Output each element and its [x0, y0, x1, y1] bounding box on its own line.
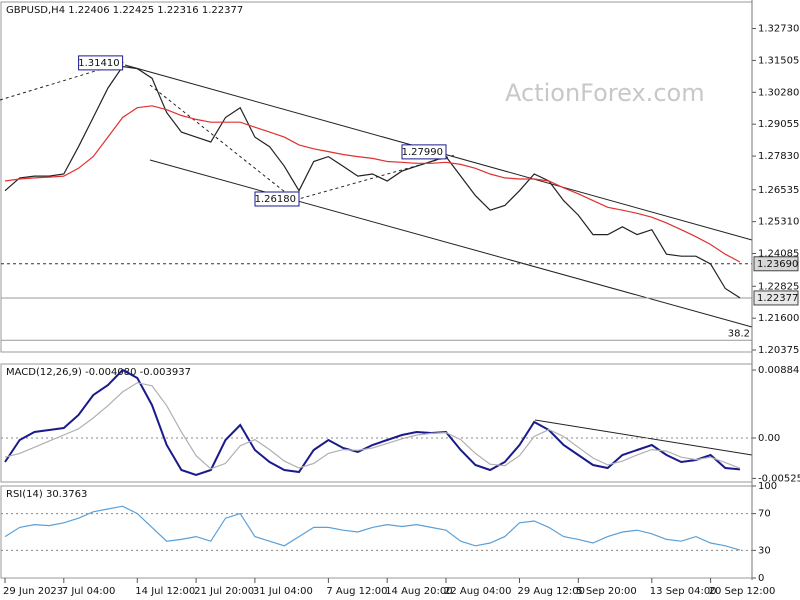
level-label: 38.2	[728, 328, 750, 339]
annotation-box	[78, 55, 124, 71]
y-tick-label: 1.20375	[758, 345, 799, 356]
x-tick-label: 29 Aug 12:00	[518, 586, 585, 597]
y-tick-label: 1.29055	[758, 119, 799, 130]
x-tick-label: 22 Aug 04:00	[444, 586, 511, 597]
annotation-label: 1.26180	[255, 194, 296, 205]
y-tick-label: 100	[758, 481, 777, 492]
x-tick-label: 20 Sep 12:00	[709, 586, 776, 597]
channel-line	[149, 159, 753, 328]
y-tick-label: 0	[758, 573, 764, 584]
y-tick-label: 30	[758, 545, 771, 556]
panel-title: RSI(14) 30.3763	[6, 489, 87, 500]
annotation-label: 1.27990	[402, 147, 443, 158]
y-tick-label: 0.00	[758, 433, 780, 444]
annotation-label: 1.31410	[78, 58, 119, 69]
series-line	[4, 505, 741, 551]
price-tag	[753, 290, 799, 306]
annotation-box	[401, 144, 447, 160]
y-tick-label: 0.008846	[758, 365, 800, 376]
x-tick-label: 7 Aug 12:00	[326, 586, 387, 597]
x-tick-label: 31 Jul 04:00	[253, 586, 313, 597]
series-line	[4, 382, 741, 470]
panel-title: GBPUSD,H4 1.22406 1.22425 1.22316 1.2237…	[6, 5, 243, 16]
y-tick-label: 1.25310	[758, 217, 799, 228]
y-tick-label: 1.27830	[758, 151, 799, 162]
y-tick-label: 1.22825	[758, 281, 799, 292]
macd-trend-line	[534, 419, 753, 456]
y-tick-label: 1.30280	[758, 87, 799, 98]
y-tick-label: 1.32730	[758, 24, 799, 35]
rsi-panel	[0, 485, 753, 579]
price-tag	[753, 256, 799, 272]
x-tick-label: 14 Jul 12:00	[135, 586, 195, 597]
y-tick-label: 1.31505	[758, 55, 799, 66]
macd-panel	[0, 363, 753, 483]
price-tag-label: 1.23690	[757, 259, 798, 270]
x-tick-label: 5 Sep 20:00	[576, 586, 636, 597]
x-tick-label: 14 Aug 20:00	[385, 586, 452, 597]
y-tick-label: 1.26535	[758, 185, 799, 196]
annotation-box	[254, 191, 300, 207]
y-tick-label: 1.21600	[758, 313, 799, 324]
x-tick-label: 21 Jul 20:00	[194, 586, 254, 597]
y-tick-label: -0.005252	[758, 473, 800, 484]
x-tick-label: 13 Sep 04:00	[650, 586, 717, 597]
y-tick-label: 70	[758, 509, 771, 520]
y-tick-label: 1.24085	[758, 249, 799, 260]
series-line	[4, 368, 741, 477]
price-tag-label: 1.22377	[757, 293, 798, 304]
series-line	[4, 105, 741, 263]
panel-title: MACD(12,26,9) -0.004080 -0.003937	[6, 367, 191, 378]
trend-line	[149, 84, 296, 201]
series-line	[4, 65, 741, 299]
x-tick-label: 29 Jun 2023	[3, 586, 63, 597]
watermark: ActionForex.com	[505, 79, 705, 107]
x-tick-label: 7 Jul 04:00	[62, 586, 116, 597]
